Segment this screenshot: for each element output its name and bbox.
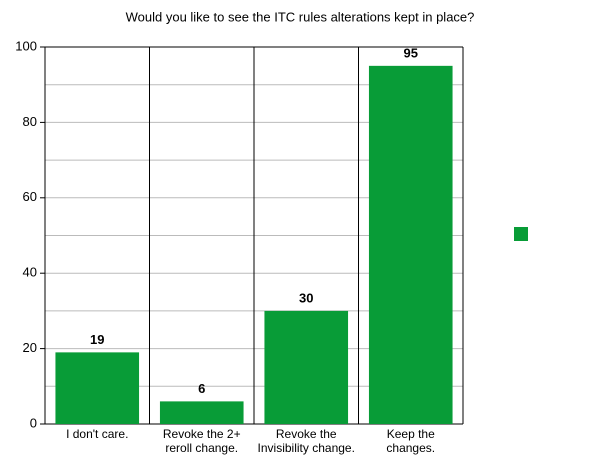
data-label: 30 [299,290,313,305]
x-tick-label: Revoke the Invisibility change. [257,427,355,455]
x-tick-label: Keep the changes. [386,427,436,455]
y-tick-label: 80 [23,114,37,129]
y-tick-label: 40 [23,265,37,280]
bar [159,401,244,424]
y-tick-label: 20 [23,340,37,355]
bar [264,310,349,424]
data-label: 19 [90,332,104,347]
data-label: 6 [198,381,205,396]
bar [55,352,140,424]
x-tick-label: I don't care. [66,427,129,441]
bar [368,65,453,424]
chart-title: Would you like to see the ITC rules alte… [126,9,475,24]
data-label: 95 [404,45,418,60]
x-tick-label: Revoke the 2+ reroll change. [162,427,241,455]
legend-swatch [514,227,528,241]
y-tick-label: 100 [15,38,37,53]
y-tick-label: 0 [30,415,37,430]
y-tick-label: 60 [23,189,37,204]
